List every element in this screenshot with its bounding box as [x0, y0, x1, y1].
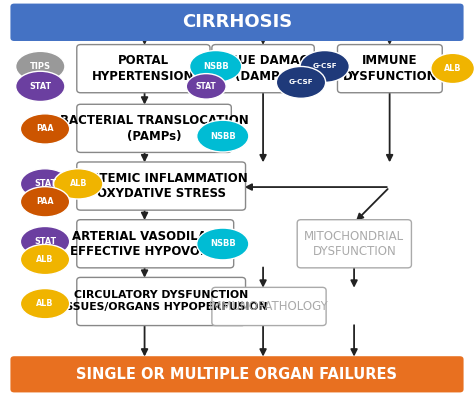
Text: G-CSF: G-CSF: [289, 79, 313, 86]
FancyBboxPatch shape: [10, 356, 464, 392]
Text: CIRRHOSIS: CIRRHOSIS: [182, 13, 292, 31]
FancyBboxPatch shape: [297, 220, 411, 268]
FancyBboxPatch shape: [212, 45, 314, 93]
Ellipse shape: [16, 71, 65, 101]
Ellipse shape: [431, 53, 474, 84]
Text: MITOCHONDRIAL
DYSFUNCTION: MITOCHONDRIAL DYSFUNCTION: [304, 230, 404, 258]
Text: STAT: STAT: [196, 82, 217, 91]
Text: ALB: ALB: [444, 64, 461, 73]
Text: PAA: PAA: [36, 197, 54, 206]
Text: STAT: STAT: [34, 237, 56, 246]
FancyBboxPatch shape: [212, 287, 326, 326]
FancyBboxPatch shape: [77, 45, 210, 93]
Text: NSBB: NSBB: [210, 132, 236, 140]
Ellipse shape: [20, 169, 70, 199]
Text: BACTERIAL TRANSLOCATION
(PAMPs): BACTERIAL TRANSLOCATION (PAMPs): [60, 114, 248, 142]
Text: PORTAL
HYPERTENSION: PORTAL HYPERTENSION: [92, 55, 195, 83]
Ellipse shape: [276, 66, 326, 98]
Ellipse shape: [190, 51, 242, 82]
Text: ALB: ALB: [36, 299, 54, 308]
FancyBboxPatch shape: [337, 45, 442, 93]
Ellipse shape: [54, 169, 103, 199]
Text: NSBB: NSBB: [210, 240, 236, 248]
Text: SINGLE OR MULTIPLE ORGAN FAILURES: SINGLE OR MULTIPLE ORGAN FAILURES: [76, 367, 398, 382]
Ellipse shape: [186, 74, 226, 99]
Text: ARTERIAL VASODILATION
EFFECTIVE HYPOVOLEMIA: ARTERIAL VASODILATION EFFECTIVE HYPOVOLE…: [70, 230, 240, 258]
FancyBboxPatch shape: [77, 277, 246, 326]
Ellipse shape: [20, 114, 70, 144]
Ellipse shape: [20, 244, 70, 275]
Text: PAA: PAA: [36, 125, 54, 133]
Text: STAT: STAT: [29, 82, 51, 91]
Ellipse shape: [300, 51, 349, 82]
Ellipse shape: [20, 289, 70, 319]
Ellipse shape: [197, 120, 249, 152]
FancyBboxPatch shape: [10, 4, 464, 41]
FancyBboxPatch shape: [77, 162, 246, 210]
Ellipse shape: [20, 187, 70, 217]
Text: STAT: STAT: [34, 179, 56, 188]
FancyBboxPatch shape: [77, 220, 234, 268]
Text: ALB: ALB: [36, 255, 54, 264]
Text: IMMUNE
DYSFUNCTION: IMMUNE DYSFUNCTION: [343, 55, 437, 83]
Text: IMMUNOPATHOLOGY: IMMUNOPATHOLOGY: [209, 300, 329, 313]
FancyBboxPatch shape: [77, 104, 231, 152]
Text: ALB: ALB: [70, 179, 87, 188]
Text: G-CSF: G-CSF: [312, 63, 337, 70]
Text: SYSTEMIC INFLAMMATION
OXYDATIVE STRESS: SYSTEMIC INFLAMMATION OXYDATIVE STRESS: [74, 172, 248, 200]
Text: TISSUE DAMAGE
(DAMPs): TISSUE DAMAGE (DAMPs): [209, 55, 317, 83]
Ellipse shape: [197, 228, 249, 260]
Text: NSBB: NSBB: [203, 62, 228, 71]
Text: CIRCULATORY DYSFUNCTION
TISSUES/ORGANS HYPOPERFUSION: CIRCULATORY DYSFUNCTION TISSUES/ORGANS H…: [55, 291, 268, 312]
Ellipse shape: [20, 226, 70, 257]
Text: TIPS: TIPS: [30, 62, 51, 71]
Ellipse shape: [16, 51, 65, 82]
